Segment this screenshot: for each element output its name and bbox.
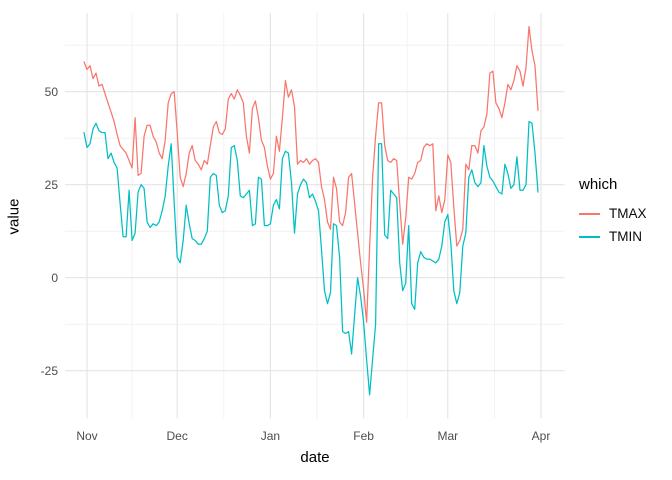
- x-tick-label: Nov: [76, 429, 97, 443]
- legend-item-tmin: TMIN: [579, 225, 647, 248]
- x-tick-label: Dec: [167, 429, 188, 443]
- legend-label-tmax: TMAX: [609, 206, 647, 221]
- tmax-line: [83, 25, 539, 323]
- tmin-line: [83, 120, 539, 396]
- legend-label-tmin: TMIN: [609, 229, 642, 244]
- legend-title: which: [579, 176, 618, 193]
- x-tick-label: Feb: [353, 429, 374, 443]
- y-axis-title: value: [5, 198, 23, 235]
- legend-item-tmax: TMAX: [579, 202, 647, 225]
- y-tick-label: -25: [41, 364, 59, 378]
- y-tick-label: 25: [45, 178, 59, 192]
- tmin-line-swatch-icon: [579, 235, 600, 238]
- x-tick-label: Mar: [437, 429, 458, 443]
- legend: which TMAX TMIN: [579, 176, 647, 248]
- x-tick-label: Jan: [261, 429, 280, 443]
- x-axis-title: date: [300, 449, 330, 466]
- y-tick-label: 50: [45, 85, 59, 99]
- tmax-line-swatch-icon: [579, 212, 600, 215]
- x-tick-label: Apr: [532, 429, 551, 443]
- y-tick-label: 0: [51, 271, 58, 285]
